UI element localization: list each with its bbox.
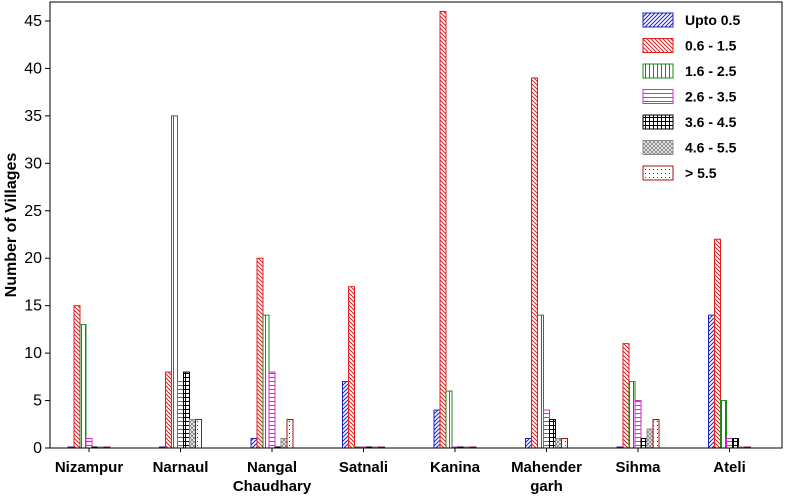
bar — [183, 371, 190, 449]
legend: Upto 0.5 0.6 - 1.5 1.6 - 2.5 2.6 - 3.5 3.6 -… — [642, 12, 740, 181]
bar — [73, 305, 81, 449]
legend-swatch — [642, 12, 674, 28]
bar — [543, 409, 550, 449]
category-label: Satnali — [339, 459, 388, 476]
bars-group — [67, 10, 751, 449]
y-tick-label: 5 — [33, 393, 42, 410]
bar — [714, 238, 721, 449]
y-tick-label: 40 — [24, 60, 42, 77]
y-tick-label: 35 — [24, 108, 42, 125]
y-tick-label: 25 — [24, 203, 42, 220]
bar — [720, 400, 727, 449]
bar — [708, 314, 715, 449]
bar — [262, 314, 270, 449]
category-label: Mahender garh — [511, 459, 582, 495]
bar — [85, 438, 93, 449]
bar — [433, 409, 441, 449]
legend-swatch — [642, 63, 674, 79]
bar — [531, 77, 538, 449]
bar — [177, 381, 184, 449]
bar — [165, 371, 172, 449]
y-tick-label: 45 — [24, 13, 42, 30]
bar — [189, 419, 196, 449]
legend-label: > 5.5 — [685, 165, 717, 181]
bar — [549, 419, 556, 449]
bar — [732, 438, 739, 449]
category-label: Nangal Chaudhary — [233, 459, 312, 495]
bar — [342, 381, 349, 449]
legend-label: 2.6 - 3.5 — [685, 89, 737, 105]
legend-swatch — [642, 165, 674, 181]
x-axis: Nizampur Narnaul Nangal Chaudhary Satnali Kan… — [55, 448, 746, 495]
legend-swatch — [642, 114, 674, 130]
bar — [280, 438, 288, 449]
bar — [640, 438, 648, 449]
bar — [628, 381, 636, 449]
bar — [195, 419, 202, 449]
bar — [634, 400, 642, 449]
category-label: Nizampur — [55, 459, 124, 476]
legend-swatch — [642, 89, 674, 104]
bar — [537, 314, 544, 449]
category-label: Narnaul — [153, 459, 209, 476]
legend-label: 0.6 - 1.5 — [685, 38, 737, 54]
y-tick-label: 10 — [24, 345, 42, 362]
y-axis: 0 5 10 15 20 25 30 35 40 45 — [24, 13, 50, 457]
y-tick-label: 15 — [24, 298, 42, 315]
bar — [525, 438, 532, 449]
bar — [622, 343, 630, 449]
y-axis-title: Number of Villages — [3, 153, 20, 298]
legend-label: 1.6 - 2.5 — [685, 63, 737, 79]
legend-swatch — [642, 38, 674, 53]
category-label: Ateli — [713, 459, 746, 476]
bar — [250, 438, 258, 449]
y-tick-label: 30 — [24, 155, 42, 172]
bar — [646, 428, 654, 449]
bar — [561, 438, 568, 449]
bar — [171, 115, 178, 449]
bar — [286, 419, 294, 449]
bar — [268, 371, 276, 449]
bar — [439, 10, 447, 449]
bar — [256, 257, 264, 449]
bar — [555, 438, 562, 449]
category-label: Kanina — [430, 459, 481, 476]
category-label: Sihma — [615, 459, 661, 476]
bar — [726, 438, 733, 449]
bar — [348, 286, 355, 449]
bar — [445, 390, 453, 449]
legend-label: Upto 0.5 — [685, 12, 740, 28]
legend-label: 4.6 - 5.5 — [685, 140, 737, 156]
legend-label: 3.6 - 4.5 — [685, 114, 737, 130]
plot-frame — [49, 1, 783, 449]
bar — [652, 419, 660, 449]
y-tick-label: 0 — [33, 440, 42, 457]
legend-swatch — [642, 140, 674, 155]
y-tick-label: 20 — [24, 250, 42, 267]
bar — [79, 324, 87, 449]
